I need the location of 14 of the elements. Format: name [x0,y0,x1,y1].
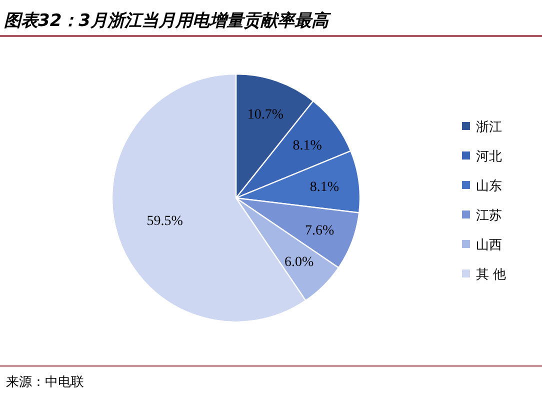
legend-label: 山西 [476,238,502,253]
data-label: 8.1% [310,180,340,195]
legend-label: 浙江 [476,120,502,135]
legend-label: 江苏 [476,208,502,224]
source-note: 来源：中电联 [6,375,84,390]
chart-title: 图表32：3月浙江当月用电增量贡献率最高 [4,11,332,31]
data-label: 6.0% [284,255,314,270]
legend-label: 河北 [476,150,502,164]
data-label: 59.5% [146,214,184,229]
legend-label: 其 他 [476,268,506,282]
legend-label: 山东 [476,179,502,194]
data-label: 8.1% [292,138,322,154]
data-label: 10.7% [247,108,284,123]
data-label: 7.6% [305,223,335,238]
